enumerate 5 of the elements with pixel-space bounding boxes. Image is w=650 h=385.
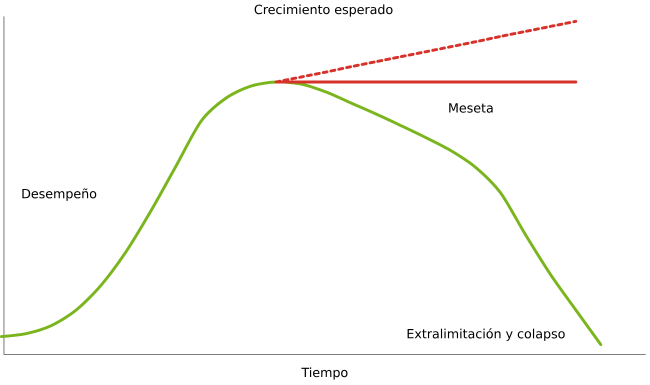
- y-axis-title: Desempeño: [22, 188, 96, 201]
- x-axis-title: Tiempo: [301, 367, 348, 380]
- text: Crecimiento esperado: [254, 4, 393, 16]
- annotation: Meseta: [449, 103, 493, 112]
- annotation: Extralimitación y colapso: [408, 328, 565, 341]
